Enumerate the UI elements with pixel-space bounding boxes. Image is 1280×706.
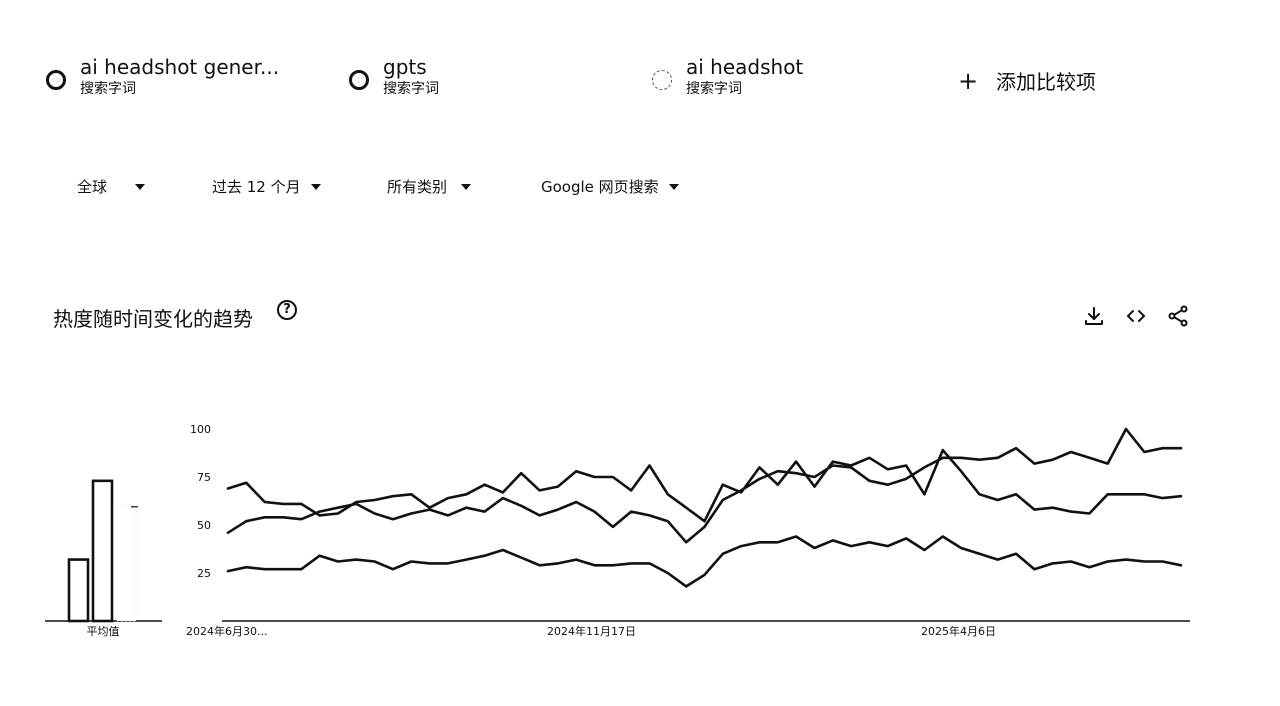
search-property-filter[interactable]: Google 网页搜索 (541, 176, 679, 197)
y-tick-label: 25 (197, 567, 211, 580)
add-comparison-label: 添加比较项 (996, 70, 1096, 94)
y-tick-label: 75 (197, 471, 211, 484)
category-filter-label: 所有类别 (387, 178, 448, 196)
average-bar-3 (116, 505, 137, 622)
series-line-1 (226, 448, 1183, 523)
series-line-2 (226, 427, 1183, 544)
download-icon[interactable] (1082, 304, 1106, 328)
dropdown-arrow-icon (310, 183, 321, 190)
compare-term-1[interactable]: ai headshot gener... 搜索字词 (46, 56, 279, 98)
section-title: 热度随时间变化的趋势 (53, 307, 253, 331)
average-bar-2 (91, 479, 114, 623)
term-name: gpts (383, 55, 427, 79)
code-icon[interactable] (1124, 304, 1148, 328)
average-bar-1 (67, 558, 90, 623)
term-type: 搜索字词 (686, 81, 742, 97)
y-tick-label: 50 (197, 519, 211, 532)
y-tick-label: 100 (190, 423, 211, 436)
region-filter-label: 全球 (77, 178, 108, 196)
add-comparison-button[interactable]: + 添加比较项 (958, 66, 1096, 95)
dropdown-arrow-icon (135, 183, 146, 190)
x-tick-label: 2024年6月30... (186, 624, 267, 638)
compare-term-3[interactable]: ai headshot 搜索字词 (652, 56, 803, 98)
series-indicator-icon (652, 70, 672, 90)
term-name: ai headshot gener... (80, 55, 280, 79)
series-indicator-icon (46, 70, 66, 90)
average-label: 平均值 (87, 625, 120, 638)
compare-term-2[interactable]: gpts 搜索字词 (349, 56, 439, 98)
dropdown-arrow-icon (668, 183, 679, 190)
search-property-label: Google 网页搜索 (541, 178, 659, 196)
term-type: 搜索字词 (80, 81, 136, 97)
dropdown-arrow-icon (461, 183, 472, 190)
term-type: 搜索字词 (383, 81, 439, 97)
category-filter[interactable]: 所有类别 (387, 176, 472, 197)
plus-icon: + (958, 66, 979, 95)
x-tick-label: 2025年4月6日 (921, 624, 996, 638)
series-indicator-icon (349, 70, 369, 90)
time-filter[interactable]: 过去 12 个月 (212, 176, 321, 197)
help-icon[interactable]: ? (277, 300, 297, 320)
x-tick-label: 2024年11月17日 (547, 624, 636, 638)
region-filter[interactable]: 全球 (77, 176, 146, 197)
term-name: ai headshot (686, 55, 804, 79)
time-filter-label: 过去 12 个月 (212, 178, 301, 196)
share-icon[interactable] (1166, 304, 1190, 328)
series-line-3 (226, 535, 1183, 588)
